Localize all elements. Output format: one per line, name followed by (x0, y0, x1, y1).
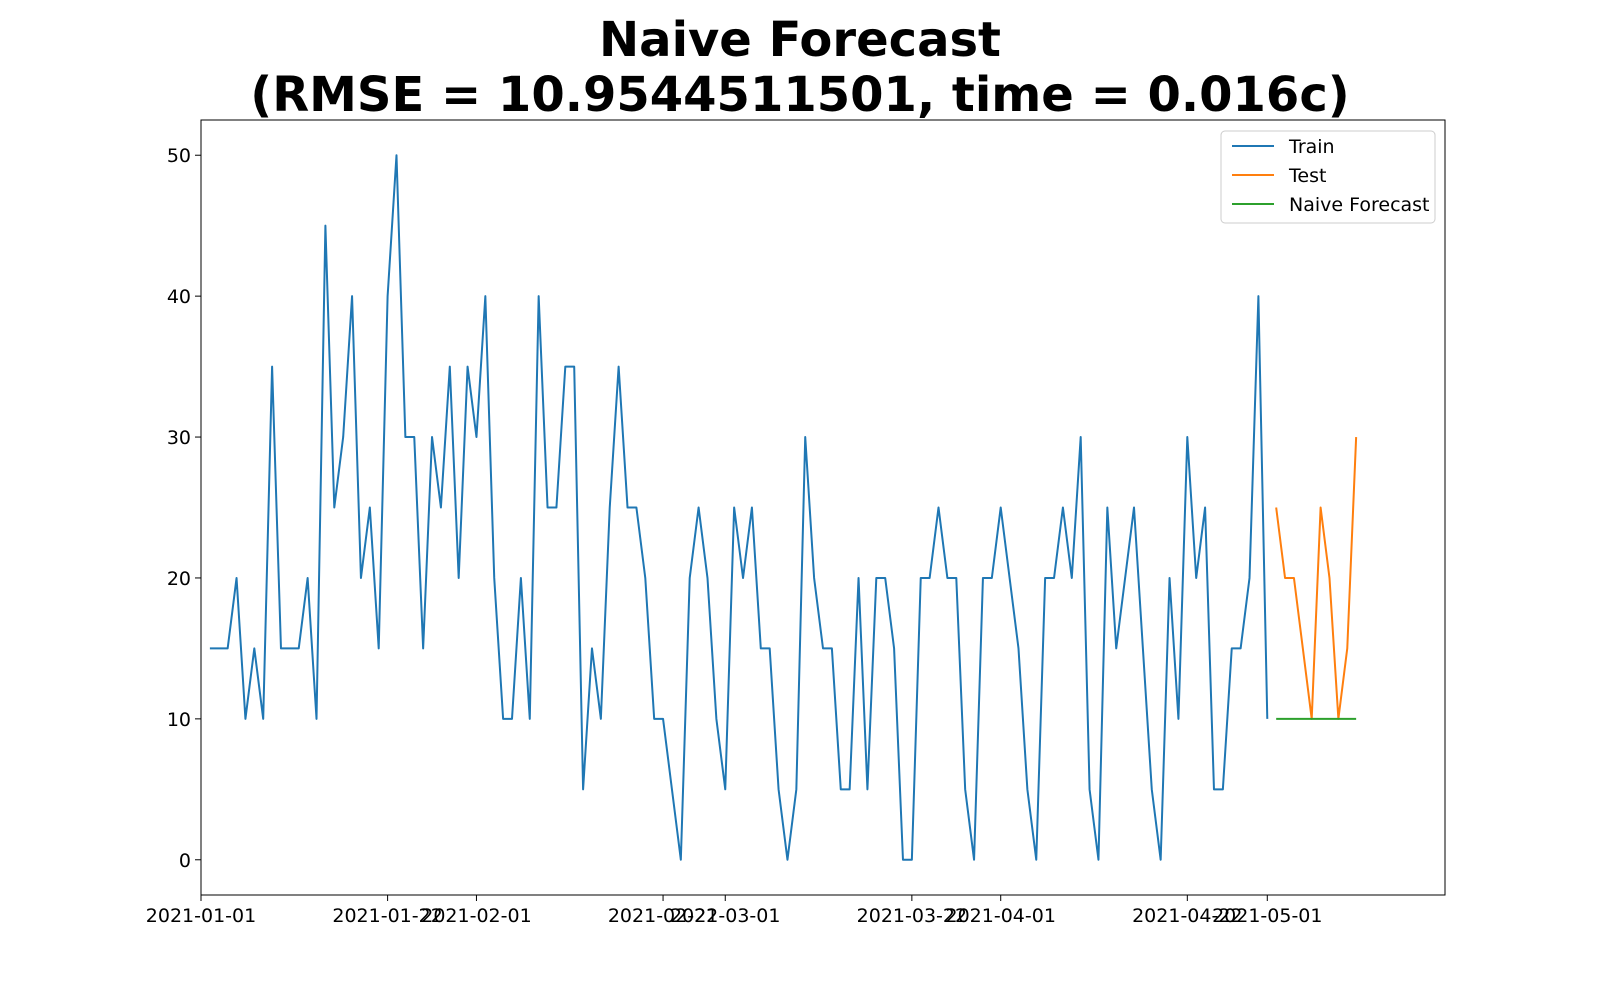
y-tick-label: 30 (167, 427, 191, 449)
series-line-train (209, 154, 1269, 861)
chart-title-line-2: (RMSE = 10.9544511501, time = 0.016c) (250, 67, 1349, 123)
y-tick-label: 40 (167, 286, 191, 308)
legend-label-test: Test (1288, 165, 1326, 187)
y-tick-label: 20 (167, 568, 191, 590)
x-tick-label: 2021-04-01 (946, 905, 1056, 927)
x-tick-label: 2021-03-01 (670, 905, 780, 927)
series-layer (209, 154, 1358, 861)
x-tick-label: 2021-04-22 (1132, 905, 1242, 927)
legend-label-train: Train (1288, 136, 1335, 158)
legend-label-naive-forecast: Naive Forecast (1289, 194, 1430, 216)
legend-box (1220, 130, 1436, 224)
y-tick-label: 0 (179, 850, 191, 872)
y-axis: 0 10 20 30 40 50 (167, 145, 201, 872)
x-tick-label: 2021-02-01 (421, 905, 531, 927)
x-tick-label: 2021-01-22 (332, 905, 442, 927)
y-tick-label: 50 (167, 145, 191, 167)
x-tick-label: 2021-01-01 (146, 905, 256, 927)
chart-title-line-1: Naive Forecast (599, 12, 1001, 68)
x-tick-label: 2021-02-22 (608, 905, 718, 927)
y-tick-label: 10 (167, 709, 191, 731)
x-tick-label: 2021-05-01 (1212, 905, 1322, 927)
plot-area (200, 119, 1446, 896)
x-tick-label: 2021-03-22 (857, 905, 967, 927)
series-line-test (1275, 437, 1358, 720)
legend: Train Test Naive Forecast (1220, 130, 1436, 224)
